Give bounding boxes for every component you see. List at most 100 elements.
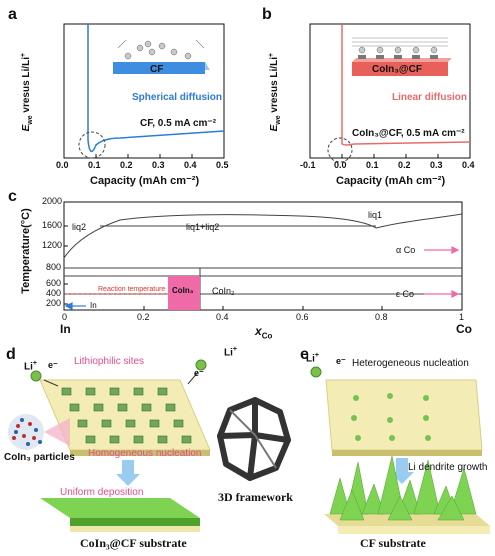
panel-a-li-ions <box>124 40 192 60</box>
panel-c-xtick-0: 0 <box>62 312 68 322</box>
panel-b-xtick-3: 0.2 <box>398 160 411 170</box>
panel-b-plot <box>250 0 495 190</box>
panel-d-li-2: Li+ <box>224 346 237 359</box>
panel-b-xtick-4: 0.3 <box>430 160 443 170</box>
panel-c-coin3-block <box>168 276 200 310</box>
panel-e-svg <box>310 366 490 534</box>
panel-c-ytick-200: 200 <box>46 298 62 308</box>
panel-a-inset-plate <box>113 62 205 74</box>
panel-d-homogeneous: Homogeneous nucleation <box>88 448 202 459</box>
panel-b-xtick-2: 0.1 <box>366 160 379 170</box>
panel-b-highlight-circle <box>327 137 353 163</box>
panel-a-xlabel: Capacity (mAh cm⁻²) <box>90 175 200 187</box>
panel-b-annotation: Linear diffusion <box>392 92 467 103</box>
panel-c-region-coin2: CoIn₂ <box>212 286 235 296</box>
panel-d-lithiophilic-sites <box>61 387 192 444</box>
panel-d-svg <box>8 359 211 532</box>
panel-d-electron-2: e⁻ <box>194 368 204 378</box>
panel-c-xtick-5: 1 <box>459 312 465 322</box>
panel-d-lithiophilic: Lithiophilic sites <box>74 356 145 367</box>
panel-a-axes-frame <box>63 23 225 159</box>
panel-d-li-ion-2 <box>195 359 207 371</box>
panel-a-xtick-2: 0.2 <box>120 160 133 170</box>
panel-c-liquidus <box>63 213 463 259</box>
panel-e-label: e <box>300 346 309 363</box>
panel-c-xtick-4: 0.8 <box>375 312 388 322</box>
panel-c-ylabel: Temperature(°C) <box>20 208 32 294</box>
panel-c-left-label: In <box>60 322 71 336</box>
panel-b-legend: CoIn₃@CF, 0.5 mA cm⁻² <box>352 128 465 139</box>
panel-c-svg <box>63 201 463 311</box>
panel-a-xtick-0: 0.0 <box>56 160 69 170</box>
panel-d-substrate: CoIn₃@CF substrate <box>80 536 187 550</box>
panel-c-region-liq1: liq1 <box>368 210 383 220</box>
panel-b-inset-title: CoIn₃@CF <box>372 64 422 75</box>
panel-c-region-liq1liq2: liq1+liq2 <box>186 222 220 232</box>
panel-c-region-alpha: α Co <box>396 245 416 255</box>
panel-c-ytick-600: 600 <box>46 278 62 288</box>
panel-e-li: Li+ <box>306 352 319 365</box>
panel-c-ytick-800: 800 <box>46 262 62 272</box>
panel-c-xtick-2: 0.4 <box>216 312 229 322</box>
panel-b-xlabel: Capacity (mAh cm⁻²) <box>336 175 446 187</box>
panel-b-svg <box>309 23 471 163</box>
panel-b-inset-plate <box>352 62 448 76</box>
panel-c-ytick-400: 400 <box>46 288 62 298</box>
panel-b-xtick-1: 0.0 <box>334 160 347 170</box>
panel-c-ytick-2000: 2000 <box>42 196 63 206</box>
center-framework-label: 3D framework <box>218 490 293 504</box>
panel-b-surface-sites <box>358 55 438 59</box>
panel-c-label: c <box>8 188 17 205</box>
panel-c-region-liq2: liq2 <box>72 222 87 232</box>
panel-d-li-ion-1 <box>30 370 42 382</box>
panel-d-particles: CoIn₃ particles <box>4 452 75 463</box>
panel-c-reaction-label: Reaction temperature <box>98 286 166 293</box>
panel-a-plot <box>0 0 250 190</box>
panel-d-electron: e⁻ <box>48 360 58 370</box>
panel-d-down-arrow <box>116 460 140 486</box>
panel-a-legend: CF, 0.5 mA cm⁻² <box>140 118 217 129</box>
panel-d-li: Li+ <box>24 360 37 373</box>
panel-a-annotation: Spherical diffusion <box>132 92 223 103</box>
panel-e-substrate-top <box>325 379 483 451</box>
panel-a-xtick-4: 0.4 <box>184 160 197 170</box>
panel-e-dendrites <box>329 455 477 521</box>
center-framework-svg <box>217 397 291 481</box>
panel-a-highlight-circle <box>78 131 106 159</box>
panel-c-xtick-3: 0.6 <box>296 312 309 322</box>
panel-c-xlabel: xCo <box>255 324 273 341</box>
panel-e-heterogeneous: Heterogeneous nucleation <box>352 358 469 369</box>
panel-c-xtick-1: 0.2 <box>137 312 150 322</box>
panel-a-ylabel: Ewe vresus Li/Li+ <box>19 52 35 132</box>
panel-a-xtick-5: 0.5 <box>216 160 229 170</box>
panel-e-nuclei <box>351 393 431 441</box>
panel-a-curve <box>87 24 225 153</box>
panel-c-plot <box>0 190 495 340</box>
panel-c-right-label: Co <box>456 322 472 336</box>
panel-e-dendrite: Li dendrite growth <box>408 462 488 473</box>
center-framework-illustration <box>210 390 300 490</box>
panel-a-xtick-1: 0.1 <box>88 160 101 170</box>
panel-e-li-ion <box>310 366 322 378</box>
panel-d-deposition-slab <box>40 498 200 518</box>
panel-b-curve <box>341 24 471 146</box>
panel-d-particle-cloud <box>8 414 44 450</box>
panel-d-label: d <box>6 346 16 363</box>
panel-e-illustration <box>300 340 495 551</box>
panel-c-in-arrow-label: In <box>90 301 97 310</box>
panel-e-substrate: CF substrate <box>360 536 426 550</box>
panel-d-illustration <box>0 340 230 551</box>
panel-b-xtick-5: 0.4 <box>462 160 475 170</box>
panel-a-svg <box>63 23 225 159</box>
panel-a-inset-title: CF <box>150 64 164 75</box>
panel-b-xtick-0: -0.1 <box>300 160 316 170</box>
panel-a-xtick-3: 0.3 <box>152 160 165 170</box>
panel-c-ytick-1600: 1600 <box>42 220 63 230</box>
panel-b-label: b <box>262 6 272 23</box>
panel-b-ylabel: Ewe vresus Li/Li+ <box>267 52 283 132</box>
panel-e-electron: e⁻ <box>336 356 346 366</box>
panel-c-ytick-1200: 1200 <box>42 240 63 250</box>
panel-d-uniform: Uniform deposition <box>60 487 144 498</box>
panel-a-label: a <box>8 6 17 23</box>
panel-c-region-epsilon: ε Co <box>396 289 415 299</box>
